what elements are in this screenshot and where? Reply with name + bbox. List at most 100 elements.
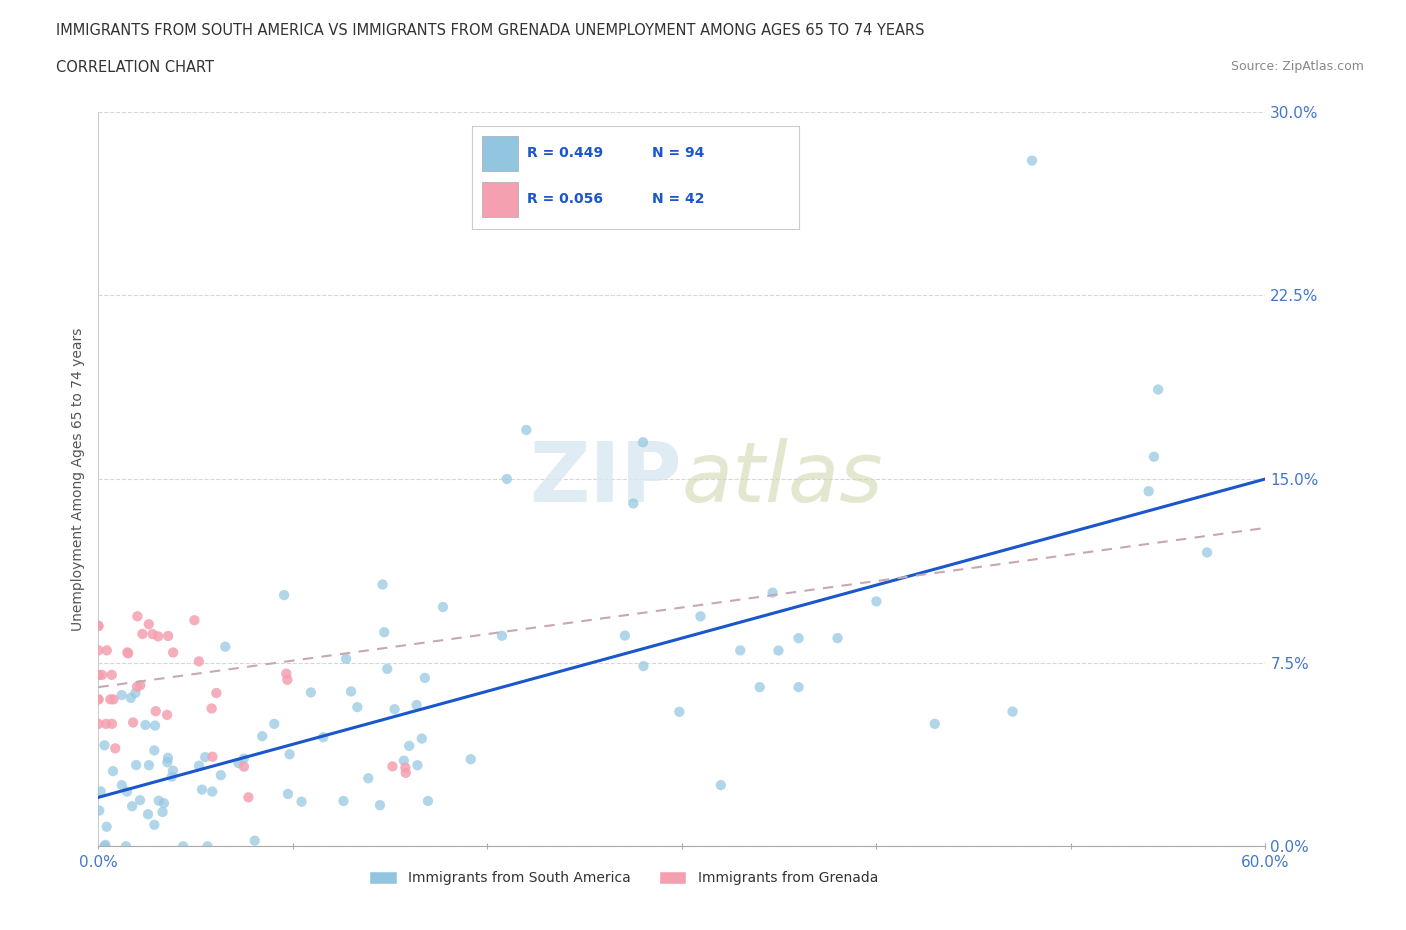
Point bbox=[613, 628, 636, 643]
Point bbox=[89, 804, 111, 818]
Point bbox=[98, 692, 121, 707]
Point bbox=[160, 769, 183, 784]
Point bbox=[191, 782, 214, 797]
Point bbox=[381, 759, 404, 774]
Point bbox=[312, 730, 335, 745]
Point bbox=[335, 651, 357, 666]
Point bbox=[156, 708, 179, 723]
Text: CORRELATION CHART: CORRELATION CHART bbox=[56, 60, 214, 75]
Point bbox=[194, 750, 217, 764]
Point bbox=[188, 758, 211, 773]
Point bbox=[172, 839, 194, 854]
Point bbox=[631, 435, 654, 450]
Point bbox=[346, 699, 368, 714]
Point bbox=[340, 684, 363, 698]
Point bbox=[101, 716, 124, 731]
Point bbox=[209, 768, 232, 783]
Point bbox=[278, 747, 301, 762]
Point bbox=[762, 585, 785, 600]
Point bbox=[91, 668, 114, 683]
Point bbox=[145, 704, 167, 719]
Point bbox=[101, 764, 124, 778]
Point bbox=[94, 716, 117, 731]
Text: ZIP: ZIP bbox=[530, 438, 682, 520]
Point bbox=[1021, 153, 1043, 168]
Point bbox=[273, 588, 295, 603]
Point bbox=[1001, 704, 1024, 719]
Point bbox=[232, 759, 254, 774]
Point bbox=[124, 685, 146, 700]
Point bbox=[93, 839, 115, 854]
Point bbox=[392, 753, 415, 768]
Point bbox=[411, 731, 433, 746]
Point bbox=[162, 645, 184, 660]
Point bbox=[787, 680, 810, 695]
Point bbox=[373, 625, 395, 640]
Point bbox=[87, 692, 110, 707]
Point bbox=[125, 680, 148, 695]
Point bbox=[263, 716, 285, 731]
Point bbox=[250, 729, 273, 744]
Point bbox=[100, 668, 122, 683]
Point bbox=[276, 672, 298, 687]
Point bbox=[122, 715, 145, 730]
Point bbox=[1137, 484, 1160, 498]
Point bbox=[710, 777, 733, 792]
Point bbox=[90, 784, 112, 799]
Point bbox=[827, 631, 849, 645]
Point bbox=[96, 643, 118, 658]
Point bbox=[87, 668, 110, 683]
Point bbox=[131, 627, 153, 642]
Point bbox=[432, 600, 454, 615]
Point bbox=[162, 764, 184, 778]
Point bbox=[138, 617, 160, 631]
Point bbox=[87, 618, 110, 633]
Point bbox=[87, 643, 110, 658]
Point bbox=[276, 666, 298, 681]
Point bbox=[277, 787, 299, 802]
Text: Source: ZipAtlas.com: Source: ZipAtlas.com bbox=[1230, 60, 1364, 73]
Point bbox=[491, 629, 513, 644]
Point bbox=[187, 654, 209, 669]
Point bbox=[787, 631, 810, 645]
Point bbox=[748, 680, 770, 695]
Point bbox=[394, 760, 416, 775]
Point bbox=[120, 690, 142, 705]
Point bbox=[406, 758, 429, 773]
Point bbox=[633, 658, 655, 673]
Legend: Immigrants from South America, Immigrants from Grenada: Immigrants from South America, Immigrant… bbox=[364, 866, 883, 891]
Point bbox=[96, 819, 118, 834]
Point bbox=[87, 692, 110, 707]
Point bbox=[515, 422, 537, 437]
Point bbox=[148, 793, 170, 808]
Point bbox=[129, 792, 152, 807]
Point bbox=[621, 496, 644, 511]
Text: IMMIGRANTS FROM SOUTH AMERICA VS IMMIGRANTS FROM GRENADA UNEMPLOYMENT AMONG AGES: IMMIGRANTS FROM SOUTH AMERICA VS IMMIGRA… bbox=[56, 23, 925, 38]
Point bbox=[104, 741, 127, 756]
Point bbox=[924, 716, 946, 731]
Point bbox=[238, 790, 260, 804]
Point bbox=[156, 755, 179, 770]
Point bbox=[152, 804, 174, 819]
Point bbox=[371, 577, 394, 591]
Point bbox=[201, 750, 224, 764]
Point bbox=[299, 685, 322, 700]
Point bbox=[111, 777, 134, 792]
Point bbox=[121, 799, 143, 814]
Point bbox=[357, 771, 380, 786]
Point bbox=[134, 718, 156, 733]
Point bbox=[153, 796, 176, 811]
Point bbox=[416, 793, 439, 808]
Point bbox=[1195, 545, 1218, 560]
Point bbox=[205, 685, 228, 700]
Point bbox=[214, 639, 236, 654]
Point bbox=[183, 613, 205, 628]
Y-axis label: Unemployment Among Ages 65 to 74 years: Unemployment Among Ages 65 to 74 years bbox=[70, 327, 84, 631]
Point bbox=[94, 837, 117, 852]
Point bbox=[197, 839, 219, 854]
Point bbox=[232, 751, 254, 766]
Point bbox=[201, 784, 224, 799]
Point bbox=[143, 743, 166, 758]
Point bbox=[125, 758, 148, 773]
Point bbox=[143, 718, 166, 733]
